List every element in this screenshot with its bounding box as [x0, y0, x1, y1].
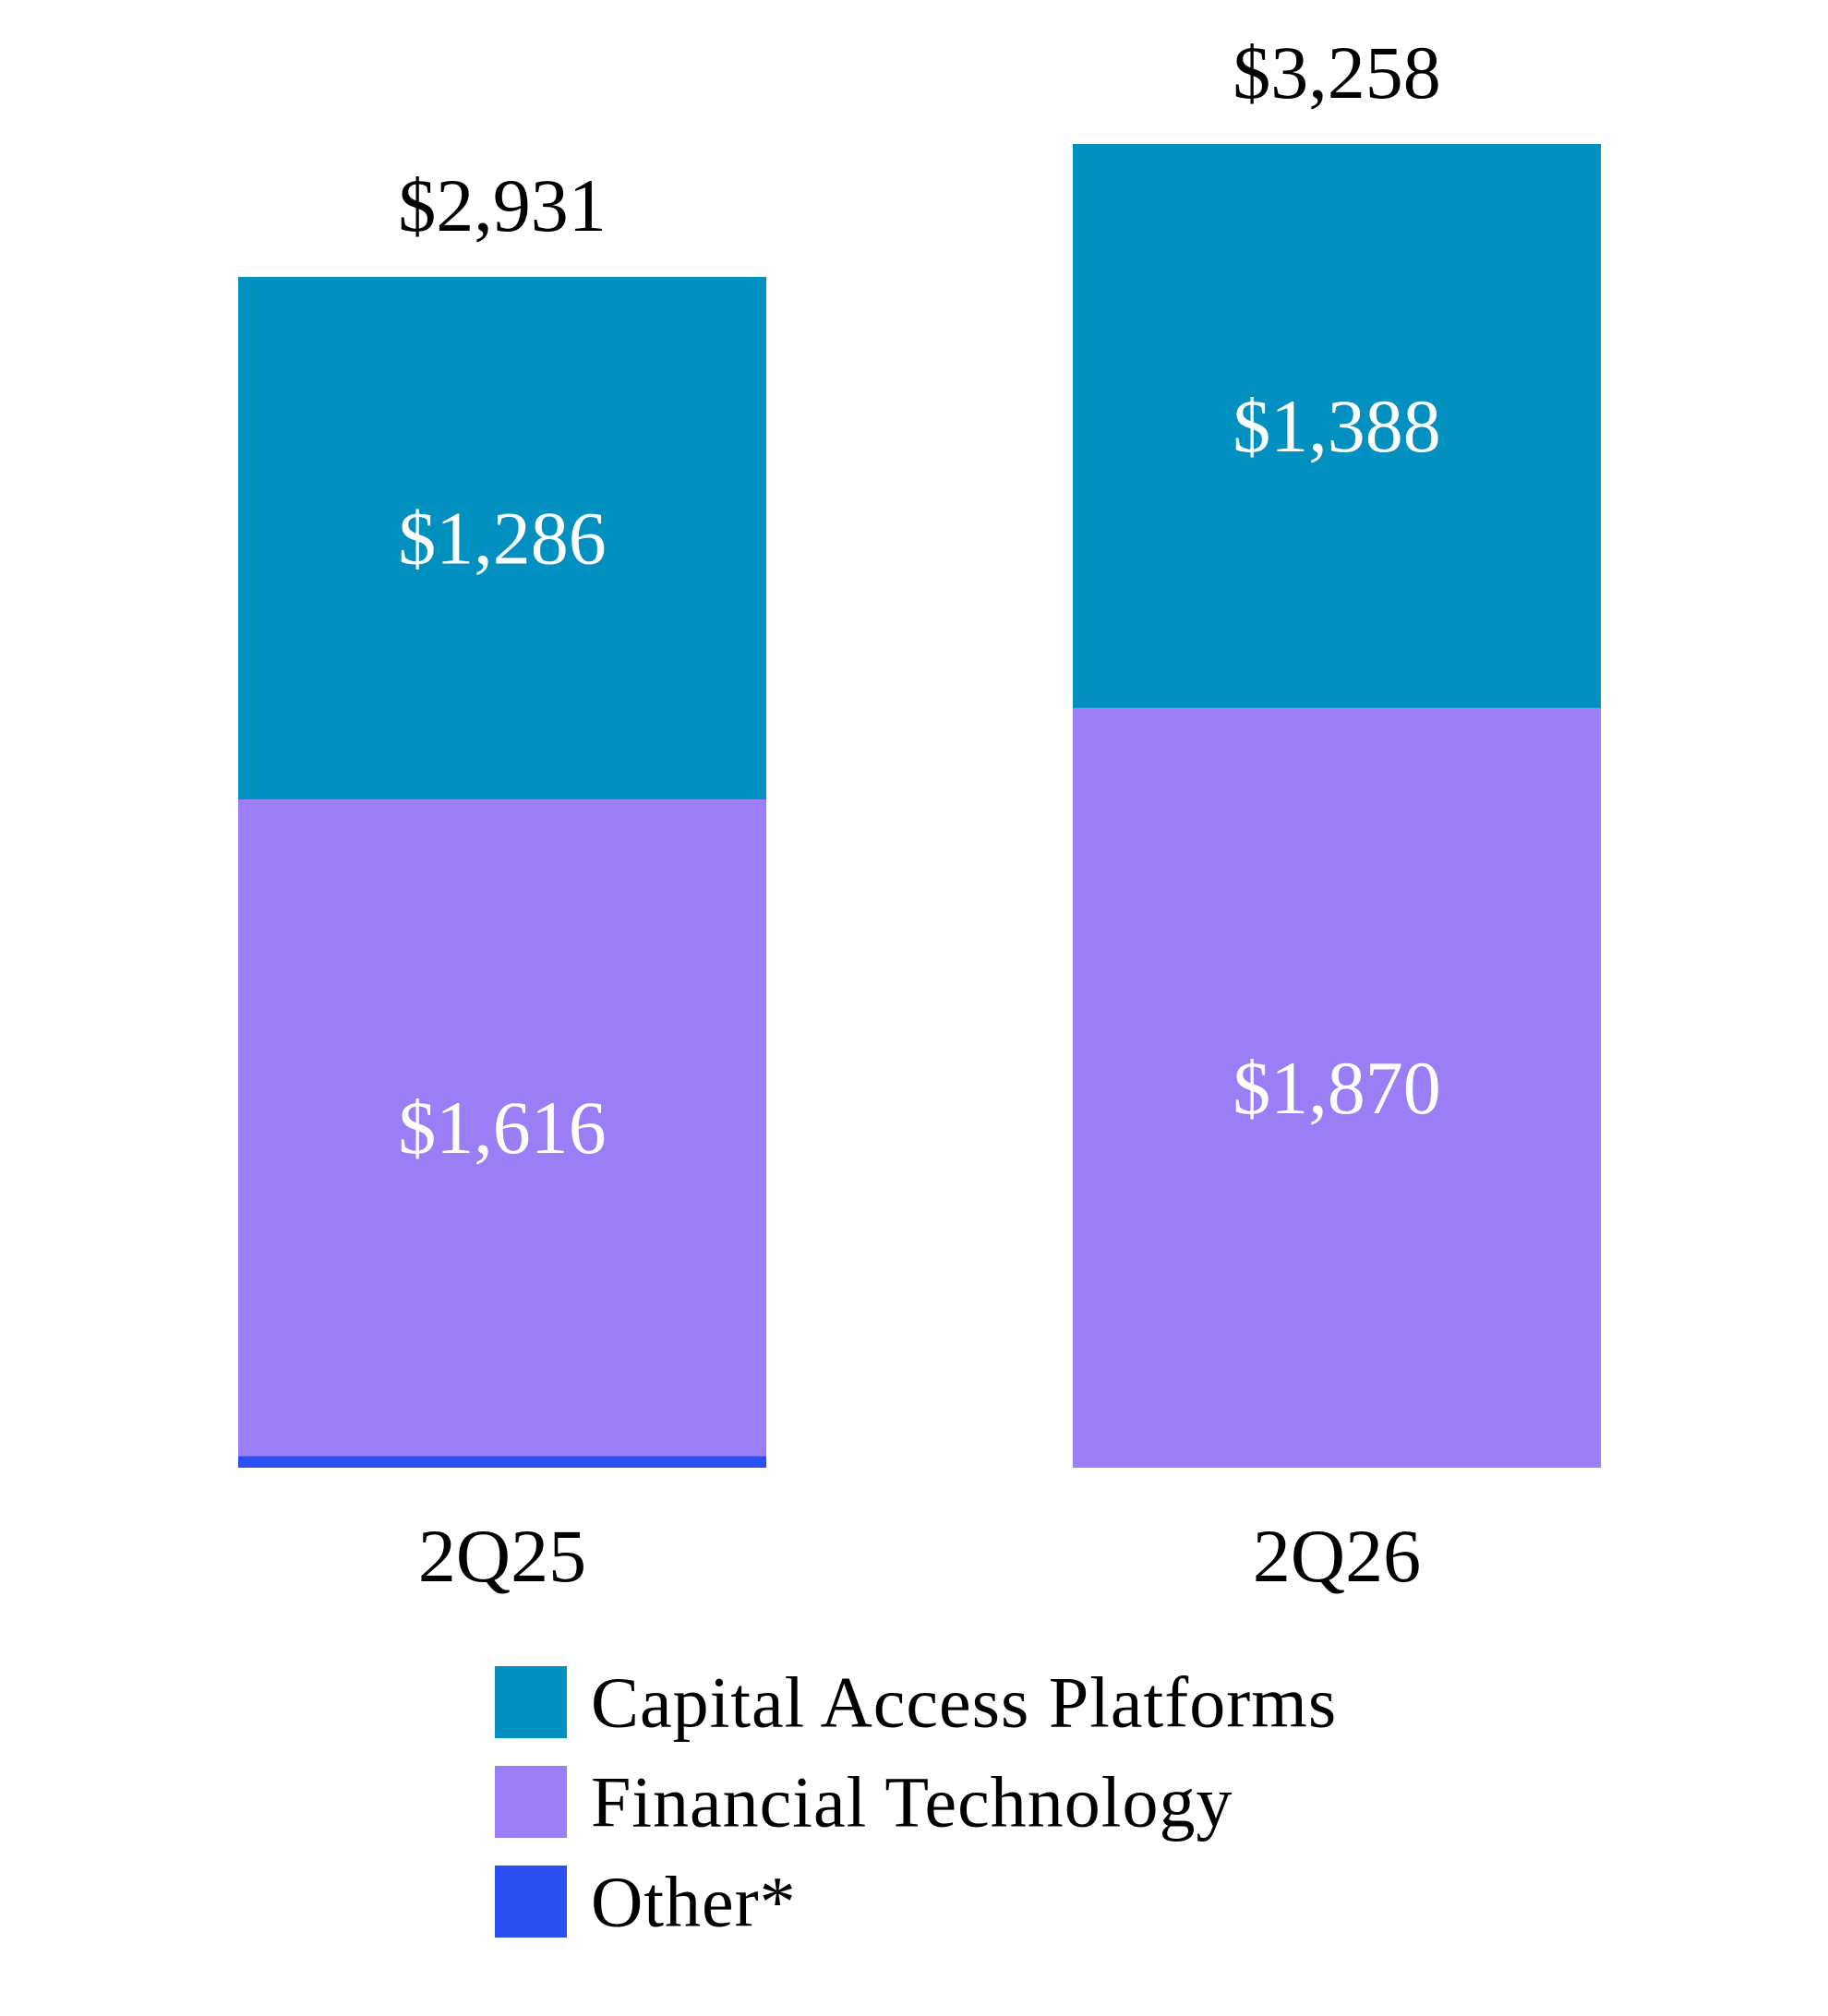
legend-swatch-financial-technology	[495, 1766, 567, 1838]
data-label-capital-access-platforms-2q26: $1,388	[1233, 384, 1441, 468]
bar-segment-capital-access-platforms-2q25	[238, 276, 766, 799]
total-label-2q25: $2,931	[398, 163, 607, 247]
bar-segment-other-2q25	[238, 1456, 766, 1468]
data-label-financial-technology-2q25: $1,616	[398, 1086, 607, 1170]
labels-group: $1,616 $1,286 $2,931 2Q25 $1,870 $1,388 $3,258…	[398, 30, 1441, 1598]
legend-label-capital-access-platforms: Capital Access Platforms	[591, 1662, 1337, 1743]
legend-item-other: Other*	[495, 1862, 797, 1942]
x-tick-label-2q25: 2Q25	[418, 1514, 586, 1598]
legend-swatch-other	[495, 1866, 567, 1938]
bar-segment-financial-technology-2q25	[238, 798, 766, 1457]
data-label-financial-technology-2q26: $1,870	[1233, 1046, 1441, 1130]
bar-segment-financial-technology-2q26	[1073, 707, 1601, 1468]
legend-label-financial-technology: Financial Technology	[591, 1762, 1233, 1842]
legend-label-other: Other*	[591, 1862, 797, 1942]
legend-item-capital-access-platforms: Capital Access Platforms	[495, 1662, 1337, 1743]
total-label-2q26: $3,258	[1233, 30, 1441, 114]
data-label-capital-access-platforms-2q25: $1,286	[398, 496, 607, 580]
x-tick-label-2q26: 2Q26	[1253, 1514, 1421, 1598]
legend-item-financial-technology: Financial Technology	[495, 1762, 1233, 1842]
bar-segment-capital-access-platforms-2q26	[1073, 144, 1601, 708]
bars-group	[238, 144, 1601, 1468]
legend-swatch-capital-access-platforms	[495, 1666, 567, 1738]
legend: Capital Access Platforms Financial Techno…	[495, 1662, 1337, 1942]
